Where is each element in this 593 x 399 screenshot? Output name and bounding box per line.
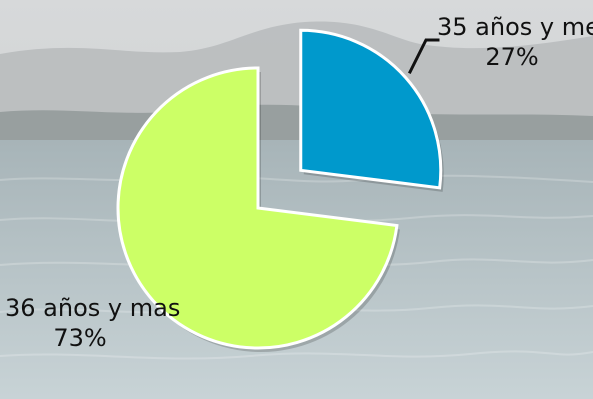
slice-label-35-y-menos: 35 años y menos 27%	[437, 12, 593, 72]
slice-label-36-y-mas: 36 años y mas 73%	[5, 293, 181, 353]
label-leader-line	[407, 38, 440, 75]
slice-label-35-y-menos-category: 35 años y menos	[437, 13, 593, 41]
pie-slice-35-y-menos	[299, 28, 443, 190]
slice-label-35-y-menos-value: 27%	[485, 43, 539, 71]
slice-label-36-y-mas-value: 73%	[53, 324, 107, 352]
pie-slice-36-y-mas	[116, 66, 399, 350]
slice-label-36-y-mas-category: 36 años y mas	[5, 294, 181, 322]
pie-slices	[116, 28, 443, 350]
